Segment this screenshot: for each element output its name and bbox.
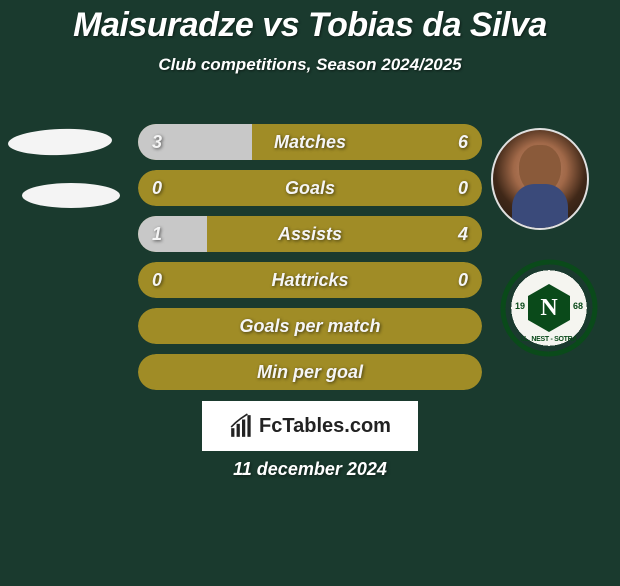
page-title: Maisuradze vs Tobias da Silva: [0, 6, 620, 45]
stat-row: Goals per match: [138, 308, 482, 344]
badge-year-right: 68: [573, 301, 583, 311]
right-club-badge: 19 68 N I.L. NEST - SOTRA: [505, 263, 593, 353]
page-subtitle: Club competitions, Season 2024/2025: [0, 55, 620, 75]
stat-row: Min per goal: [138, 354, 482, 390]
stat-label: Hattricks: [138, 262, 482, 298]
stat-row: 14Assists: [138, 216, 482, 252]
badge-year-left: 19: [515, 301, 525, 311]
stat-row: 00Hattricks: [138, 262, 482, 298]
stat-label: Goals: [138, 170, 482, 206]
stat-label: Matches: [138, 124, 482, 160]
stat-label: Min per goal: [138, 354, 482, 390]
right-player-avatar: [491, 128, 589, 230]
stat-label: Assists: [138, 216, 482, 252]
brand-banner: FcTables.com: [202, 401, 418, 451]
bar-chart-icon: [229, 413, 255, 439]
left-club-shape-2: [22, 183, 120, 208]
brand-text: FcTables.com: [259, 415, 391, 438]
stat-label: Goals per match: [138, 308, 482, 344]
badge-letter: N: [540, 295, 557, 322]
page-date: 11 december 2024: [0, 459, 620, 480]
left-player-shape-1: [8, 127, 113, 157]
comparison-bars: 36Matches 00Goals 14Assists 00Hattricks Goal…: [138, 124, 482, 400]
badge-club-name: I.L. NEST - SOTRA: [505, 336, 593, 343]
stat-row: 36Matches: [138, 124, 482, 160]
stat-row: 00Goals: [138, 170, 482, 206]
